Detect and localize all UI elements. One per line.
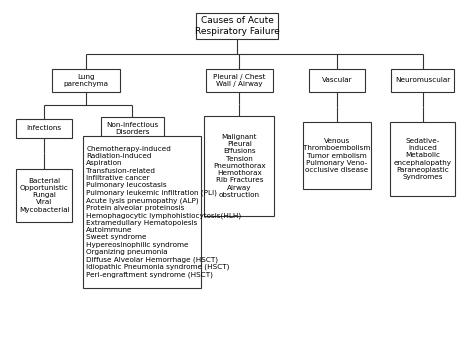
Text: Bacterial
Opportunistic
Fungal
Viral
Mycobacterial: Bacterial Opportunistic Fungal Viral Myc…	[19, 178, 70, 213]
Text: Lung
parenchyma: Lung parenchyma	[64, 74, 109, 87]
FancyBboxPatch shape	[392, 69, 454, 91]
Text: Pleural / Chest
Wall / Airway: Pleural / Chest Wall / Airway	[213, 74, 265, 87]
FancyBboxPatch shape	[82, 136, 201, 288]
Text: Non-Infectious
Disorders: Non-Infectious Disorders	[106, 122, 159, 135]
Text: Infections: Infections	[27, 125, 62, 131]
Text: Sedative-
induced
Metabolic
encephalopathy
Paraneoplastic
Syndromes: Sedative- induced Metabolic encephalopat…	[394, 138, 452, 180]
FancyBboxPatch shape	[204, 116, 274, 216]
Text: Neuromuscular: Neuromuscular	[395, 77, 450, 83]
FancyBboxPatch shape	[52, 69, 120, 91]
Text: Causes of Acute
Respiratory Failure: Causes of Acute Respiratory Failure	[195, 16, 279, 36]
Text: Chemotherapy-induced
Radiation-induced
Aspiration
Transfusion-related
Infiltrati: Chemotherapy-induced Radiation-induced A…	[86, 146, 241, 278]
Text: Malignant
Pleural
Effusions
Tension
Pneumothorax
Hemothorax
Rib Fractures
Airway: Malignant Pleural Effusions Tension Pneu…	[213, 134, 265, 198]
FancyBboxPatch shape	[196, 13, 278, 38]
FancyBboxPatch shape	[206, 69, 273, 91]
FancyBboxPatch shape	[309, 69, 365, 91]
FancyBboxPatch shape	[390, 122, 456, 196]
FancyBboxPatch shape	[16, 119, 72, 138]
Text: Vascular: Vascular	[321, 77, 352, 83]
FancyBboxPatch shape	[101, 117, 164, 140]
FancyBboxPatch shape	[16, 169, 72, 222]
Text: Venous
Thromboembolism
Tumor embolism
Pulmonary Veno-
occlusive disease: Venous Thromboembolism Tumor embolism Pu…	[303, 138, 371, 173]
FancyBboxPatch shape	[303, 122, 371, 189]
